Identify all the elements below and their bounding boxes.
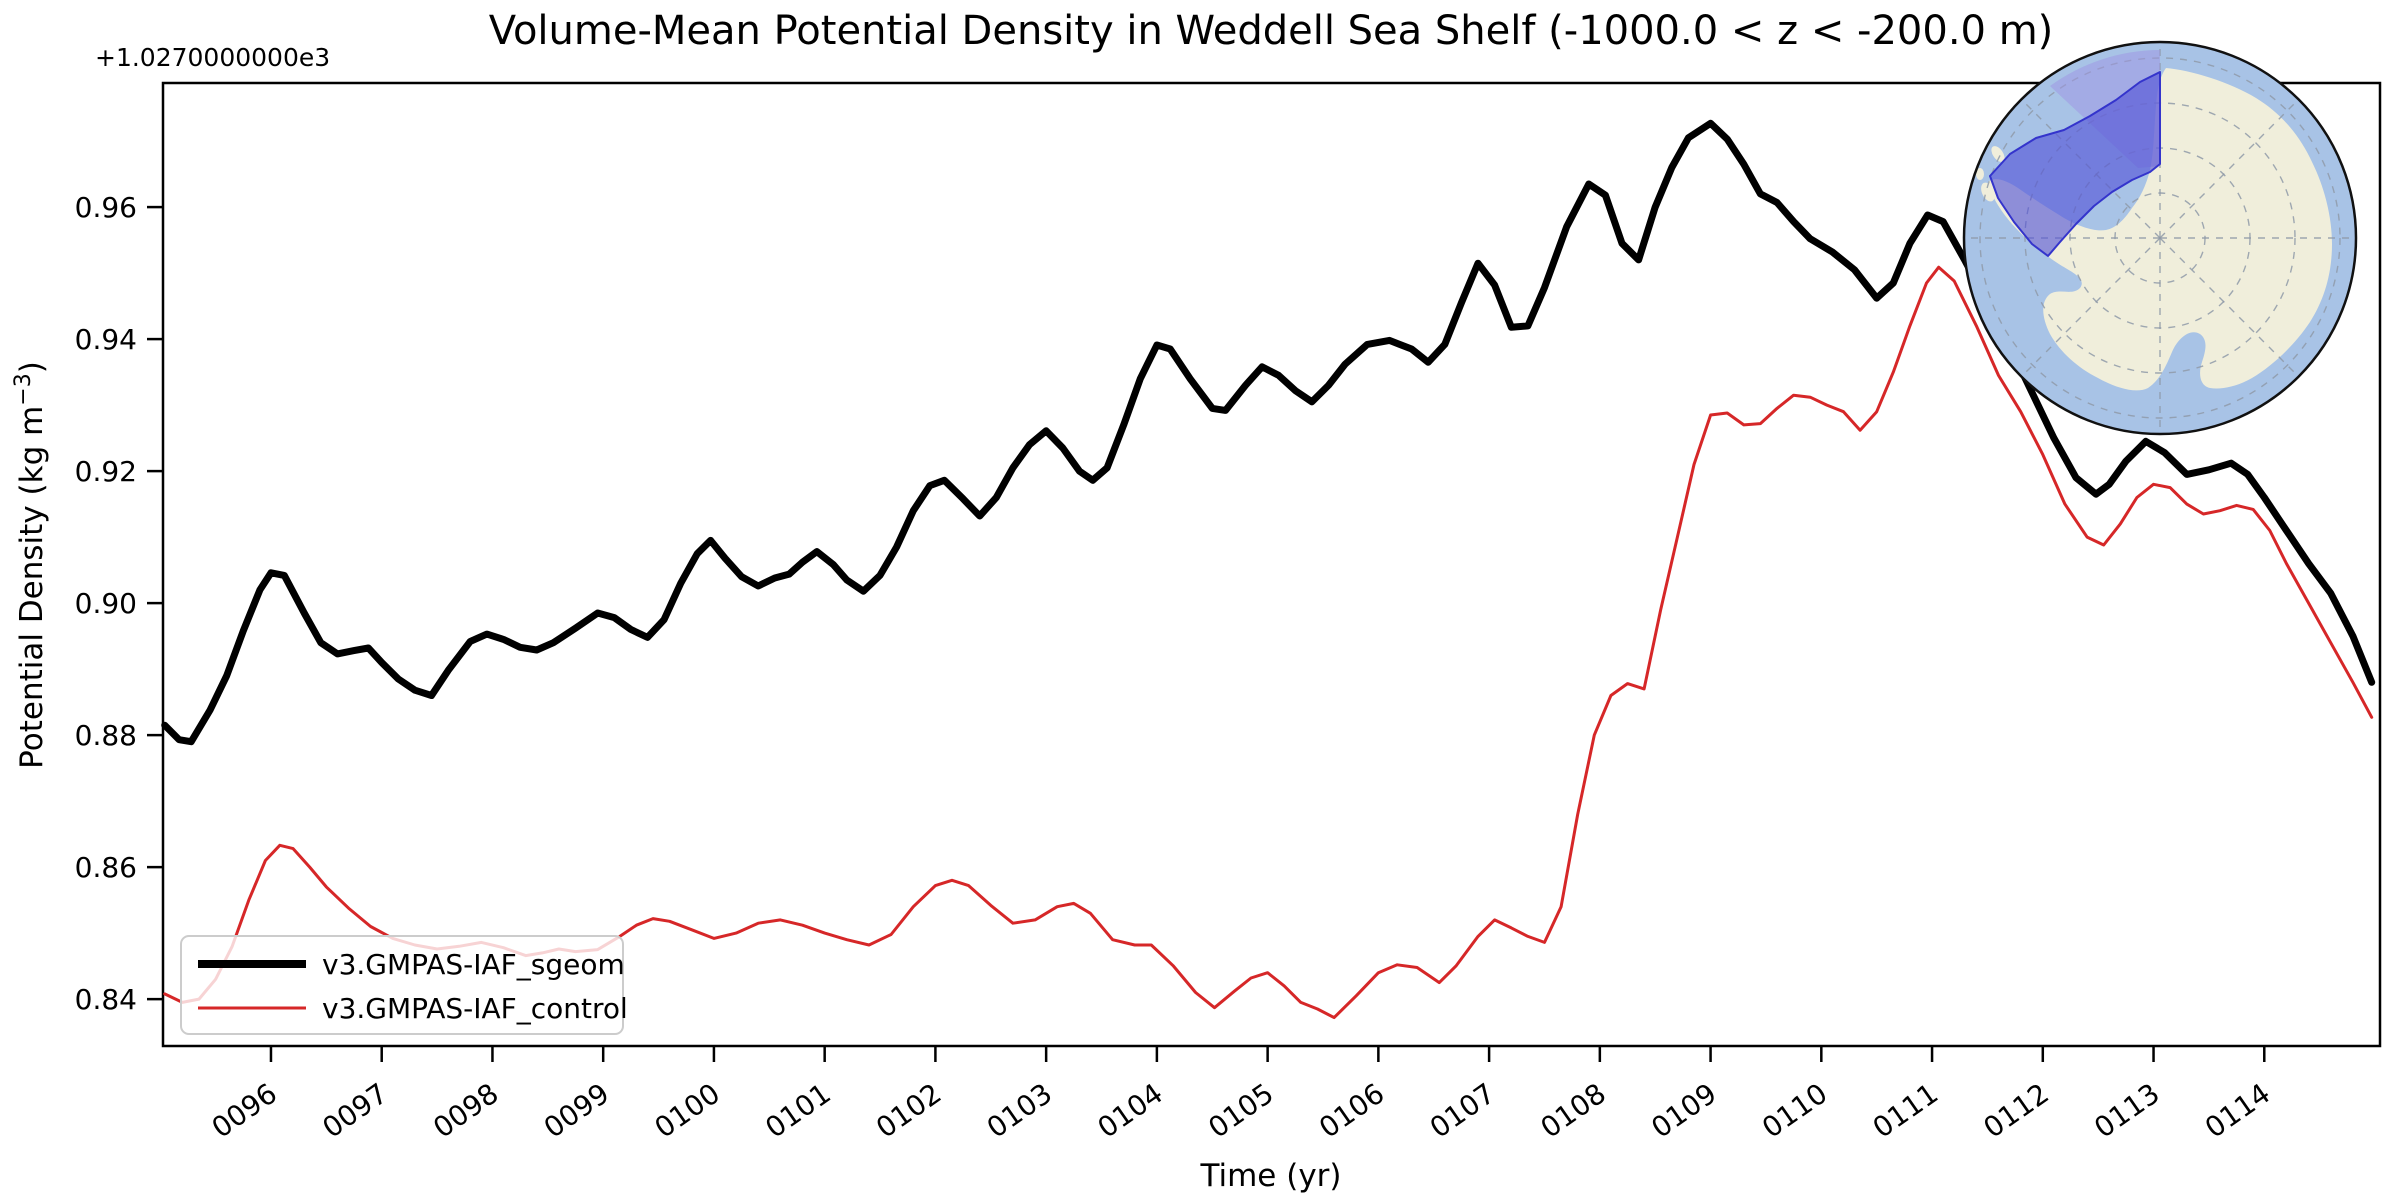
y-axis-label: Potential Density (kg m−3) [11,361,50,769]
map-land-antarctica [1988,68,2332,391]
map-latitude-circle [1979,57,2341,419]
chart-title: Volume-Mean Potential Density in Weddell… [489,8,2054,54]
y-tick-label: 0.92 [75,455,137,488]
y-axis-ticks: 0.96 0.94 0.92 0.90 0.88 0.86 0.84 [75,191,163,1016]
legend-label-control: v3.GMPAS-IAF_control [322,992,628,1025]
map-island [1976,168,1984,180]
map-border-circle [1962,40,2358,436]
y-tick-label: 0.86 [75,851,137,884]
antarctica-inset-map [1962,40,2358,436]
legend[interactable]: v3.GMPAS-IAF_sgeom v3.GMPAS-IAF_control [180,935,628,1035]
plot-area-border [161,81,2382,1048]
map-island [1991,146,2005,162]
map-weddell-shelf-region [1989,71,2161,257]
y-tick-label: 0.84 [75,983,137,1016]
y-tick-label: 0.88 [75,719,137,752]
y-axis-offset-text: +1.0270000000e3 [95,43,330,72]
y-tick-label: 0.96 [75,191,137,224]
legend-label-sgeom: v3.GMPAS-IAF_sgeom [322,948,625,981]
series-line-sgeom [161,119,2376,746]
y-tick-label: 0.90 [75,587,137,620]
y-tick-label: 0.94 [75,323,137,356]
x-axis-label: Time (yr) [1200,1158,1342,1194]
